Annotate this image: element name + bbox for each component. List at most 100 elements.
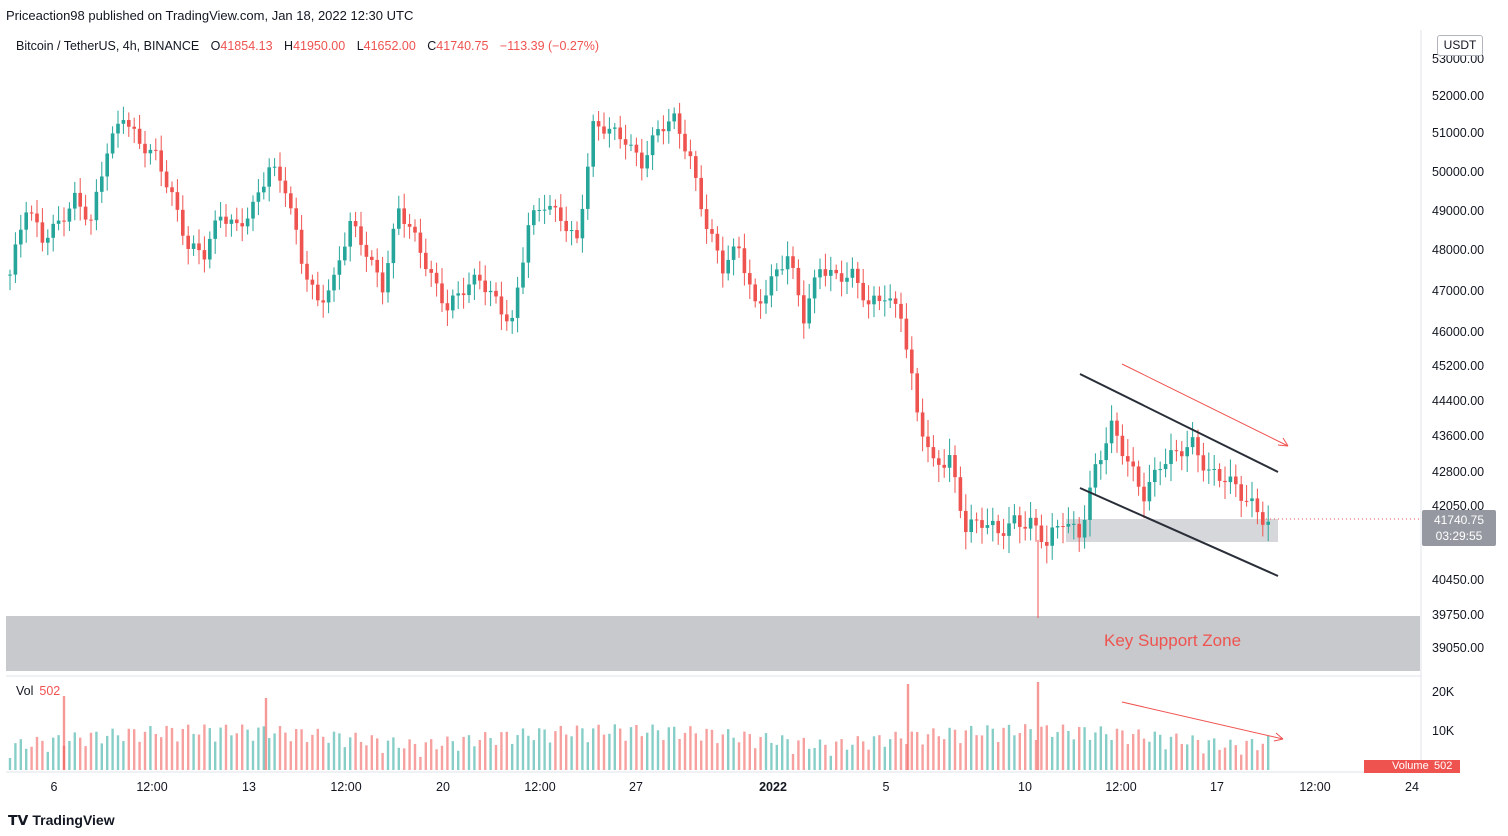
volume-bar (538, 728, 541, 770)
volume-bar (1180, 743, 1183, 770)
volume-bar (500, 732, 503, 770)
candle-body (883, 300, 887, 302)
volume-bar (705, 728, 708, 770)
volume-bar (964, 730, 967, 770)
price-tick-label: 42050.00 (1432, 499, 1484, 513)
candle-body (386, 263, 390, 293)
volume-bar (349, 737, 352, 770)
volume-bar (203, 724, 206, 770)
candle-body (1131, 461, 1135, 467)
candle-body (121, 120, 126, 124)
volume-bar (802, 737, 805, 770)
candle-body (753, 284, 757, 302)
volume-bar (775, 744, 778, 770)
volume-bar (100, 743, 103, 770)
candle-body (1126, 456, 1130, 462)
candle-body (596, 121, 601, 127)
candle-body (856, 268, 860, 283)
volume-bar (95, 731, 98, 770)
candle-body (202, 250, 207, 260)
volume-bar (808, 748, 811, 770)
volume-bar (1240, 754, 1243, 770)
candle-body (996, 520, 1000, 534)
candle-body (1223, 480, 1227, 483)
candle-body (947, 455, 952, 468)
tradingview-footer[interactable]: 𝗧𝗩 TradingView (8, 812, 115, 829)
volume-bar (106, 735, 109, 770)
symbol-name[interactable]: Bitcoin / TetherUS, 4h, BINANCE (16, 39, 200, 53)
candle-body (67, 208, 72, 222)
candle-body (488, 290, 493, 293)
volume-bar (710, 729, 714, 770)
volume-bar (975, 735, 978, 770)
candle-body (991, 520, 995, 526)
volume-bar (359, 741, 363, 770)
volume-bar (640, 736, 643, 770)
volume-bar (656, 730, 660, 770)
volume-bar (608, 733, 611, 770)
candle-body (299, 229, 304, 264)
currency-button[interactable]: USDT (1437, 35, 1483, 56)
volume-bar (230, 735, 233, 770)
volume-bar (970, 725, 973, 770)
candle-body (1174, 450, 1179, 452)
volume-bar (770, 742, 773, 770)
candle-body (694, 156, 698, 178)
volume-bar (311, 734, 314, 770)
volume-bar (721, 734, 724, 770)
candle-body (548, 205, 552, 210)
price-tick-label: 47000.00 (1432, 284, 1484, 298)
volume-bar (25, 748, 28, 770)
candle-body (1045, 542, 1049, 546)
candle-body (704, 209, 709, 230)
volume-bar (8, 758, 12, 770)
volume-bar (386, 740, 390, 770)
candle-body (62, 220, 66, 222)
volume-bar (813, 747, 816, 770)
volume-bar (170, 727, 174, 770)
candle-body (667, 121, 671, 132)
candle-body (251, 201, 255, 219)
candle-body (834, 269, 838, 274)
volume-bar (516, 735, 519, 770)
volume-bar (1256, 750, 1259, 770)
time-tick-label: 12:00 (524, 780, 555, 794)
volume-bar (419, 756, 422, 770)
volume-bar (716, 743, 719, 770)
time-tick-label: 17 (1210, 780, 1224, 794)
volume-bar (322, 736, 325, 770)
volume-bar (1045, 725, 1048, 770)
volume-bar (154, 733, 157, 770)
volume-bar (824, 744, 827, 770)
volume-bar (397, 747, 400, 770)
candle-body (1158, 469, 1162, 471)
price-tick-label: 42800.00 (1432, 465, 1484, 479)
candle-body (634, 144, 639, 153)
candle-body (1012, 515, 1017, 524)
candle-body (326, 290, 331, 303)
volume-bar (214, 741, 217, 770)
candle-body (1061, 526, 1065, 528)
candle-body (607, 128, 612, 134)
candle-body (731, 246, 736, 260)
candle-body (1001, 533, 1006, 536)
candle-body (748, 273, 752, 285)
volume-badge-value: 502 (1434, 760, 1453, 772)
candle-body (337, 260, 342, 275)
volume-bar (1164, 749, 1167, 770)
candle-body (850, 268, 855, 278)
candle-body (613, 127, 617, 129)
volume-bar (284, 732, 287, 770)
candle-body (343, 246, 347, 261)
candle-body (1050, 527, 1054, 546)
volume-bar (565, 734, 568, 770)
volume-bar (1137, 729, 1140, 770)
volume-bar (1007, 724, 1011, 770)
volume-bar (338, 733, 341, 770)
candle-body (980, 520, 984, 528)
volume-bar (1051, 736, 1054, 770)
candle-body (715, 233, 720, 251)
volume-bar (619, 728, 622, 770)
volume-bar (1029, 729, 1032, 770)
